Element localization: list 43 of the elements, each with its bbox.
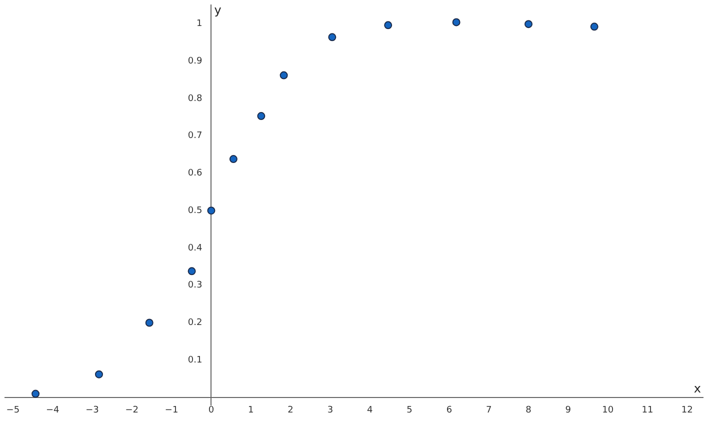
point: [280, 71, 288, 80]
y-tick-label: 0.3: [188, 280, 202, 291]
point: [384, 21, 392, 30]
point: [188, 267, 196, 276]
point: [524, 20, 532, 28]
point: [94, 370, 103, 378]
x-tick-label: 1: [248, 405, 254, 416]
x-axis-title: x: [694, 382, 701, 396]
x-tick-label: 4: [366, 405, 373, 416]
point: [145, 318, 154, 327]
point: [229, 155, 238, 164]
x-tick-label: 3: [327, 405, 334, 416]
x-tick-label: −2: [125, 405, 139, 416]
x-tick-label: 11: [642, 405, 654, 416]
point: [452, 18, 460, 26]
x-tick-label: −3: [86, 405, 99, 416]
x-tick-label: 10: [602, 405, 614, 416]
x-tick-label: 12: [681, 405, 693, 416]
point: [328, 33, 336, 42]
point: [32, 390, 40, 398]
x-tick-label: −5: [6, 405, 20, 416]
x-tick-label: 7: [486, 405, 492, 416]
y-tick-label: 0.6: [188, 168, 202, 179]
point: [207, 206, 216, 215]
y-tick-label: 1: [196, 19, 202, 30]
point: [257, 112, 266, 120]
y-tick-label: 0.8: [188, 94, 202, 104]
x-tick-label: 2: [288, 405, 294, 416]
y-axis-title: y: [214, 3, 222, 18]
x-tick-label: −1: [164, 405, 178, 416]
y-tick-label: 0.5: [188, 206, 202, 216]
point: [590, 22, 598, 31]
y-tick-label: 0.2: [188, 318, 202, 328]
y-tick-label: 0.1: [188, 355, 202, 366]
y-tick-label: 0.9: [188, 56, 202, 66]
x-tick-label: −4: [46, 405, 60, 416]
x-tick-label: 5: [406, 405, 412, 416]
x-tick-label: 0: [208, 405, 214, 416]
x-tick-label: 9: [565, 405, 572, 416]
x-tick-label: 8: [526, 405, 532, 416]
y-tick-label: 0.7: [188, 131, 202, 142]
y-tick-label: 0.4: [188, 243, 202, 254]
x-tick-label: 6: [446, 405, 452, 416]
